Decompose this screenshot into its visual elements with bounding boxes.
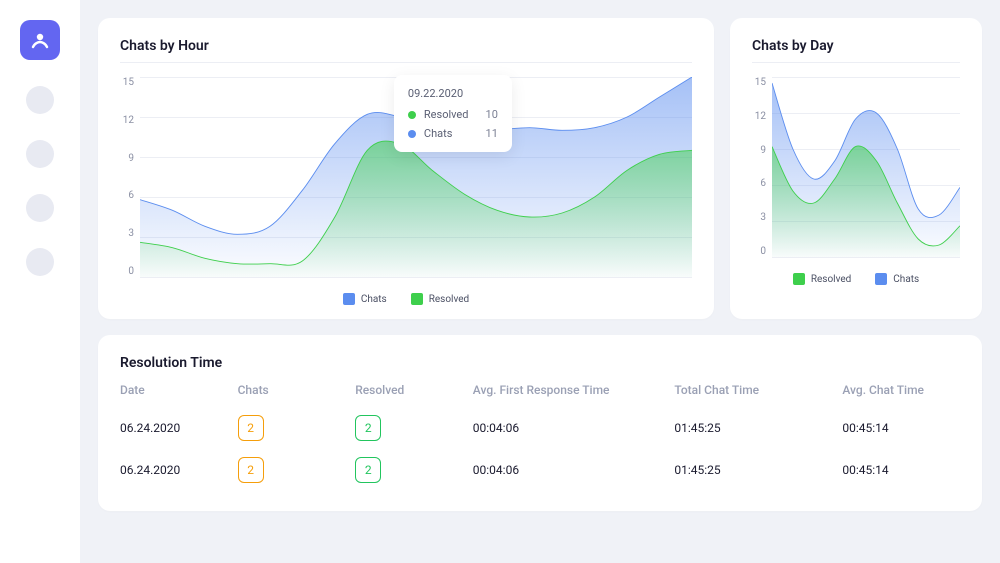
y-tick-label: 15: [120, 77, 134, 88]
y-tick-label: 9: [120, 153, 134, 164]
logo-icon[interactable]: [20, 20, 60, 60]
resolved-pill: 2: [355, 457, 381, 483]
y-tick-label: 12: [752, 111, 766, 122]
y-tick-label: 12: [120, 115, 134, 126]
y-tick-label: 3: [752, 212, 766, 223]
legend-item: Resolved: [411, 293, 469, 305]
sidebar-nav-item[interactable]: [26, 140, 54, 168]
legend-item: Resolved: [793, 273, 851, 285]
table-row: 06.24.20202200:04:0601:45:2500:45:14: [120, 407, 960, 449]
y-tick-label: 0: [120, 266, 134, 277]
table-header: Total Chat Time: [674, 383, 842, 407]
main-content: Chats by Hour 15 12 9 6 3 0 09.22.2020 Resolve…: [80, 0, 1000, 563]
tooltip-row: Chats11: [408, 127, 498, 140]
resolution-time-card: Resolution Time DateChatsResolvedAvg. Fi…: [98, 335, 982, 511]
table-header: Date: [120, 383, 238, 407]
tooltip-row: Resolved10: [408, 108, 498, 121]
sidebar: [0, 0, 80, 563]
table-header: Avg. First Response Time: [473, 383, 675, 407]
sidebar-nav-item[interactable]: [26, 194, 54, 222]
y-tick-label: 9: [752, 145, 766, 156]
chats-by-hour-title: Chats by Hour: [120, 38, 692, 54]
table-header: Resolved: [355, 383, 473, 407]
chats-by-hour-chart: 09.22.2020 Resolved10 Chats11: [140, 77, 692, 277]
table-row: 06.24.20202200:04:0601:45:2500:45:14: [120, 449, 960, 491]
y-tick-label: 3: [120, 228, 134, 239]
resolution-time-table: DateChatsResolvedAvg. First Response Tim…: [120, 383, 960, 491]
chats-by-day-title: Chats by Day: [752, 38, 960, 54]
y-tick-label: 0: [752, 246, 766, 257]
table-header: Avg. Chat Time: [842, 383, 960, 407]
tooltip-date: 09.22.2020: [408, 87, 498, 100]
legend-item: Chats: [343, 293, 387, 305]
chats-by-day-legend: Resolved Chats: [752, 273, 960, 285]
y-tick-label: 6: [752, 178, 766, 189]
resolution-time-title: Resolution Time: [120, 355, 960, 371]
y-tick-label: 6: [120, 190, 134, 201]
resolved-pill: 2: [355, 415, 381, 441]
chats-by-day-chart: [772, 77, 960, 257]
table-header: Chats: [238, 383, 356, 407]
chats-by-day-card: Chats by Day 15 12 9 6 3 0 Resolved Chats: [730, 18, 982, 319]
sidebar-nav-item[interactable]: [26, 248, 54, 276]
chats-by-hour-card: Chats by Hour 15 12 9 6 3 0 09.22.2020 Resolve…: [98, 18, 714, 319]
chats-by-hour-legend: Chats Resolved: [120, 293, 692, 305]
chats-pill: 2: [238, 415, 264, 441]
y-tick-label: 15: [752, 77, 766, 88]
chats-pill: 2: [238, 457, 264, 483]
chart-tooltip: 09.22.2020 Resolved10 Chats11: [394, 75, 512, 152]
legend-item: Chats: [875, 273, 919, 285]
sidebar-nav-item[interactable]: [26, 86, 54, 114]
